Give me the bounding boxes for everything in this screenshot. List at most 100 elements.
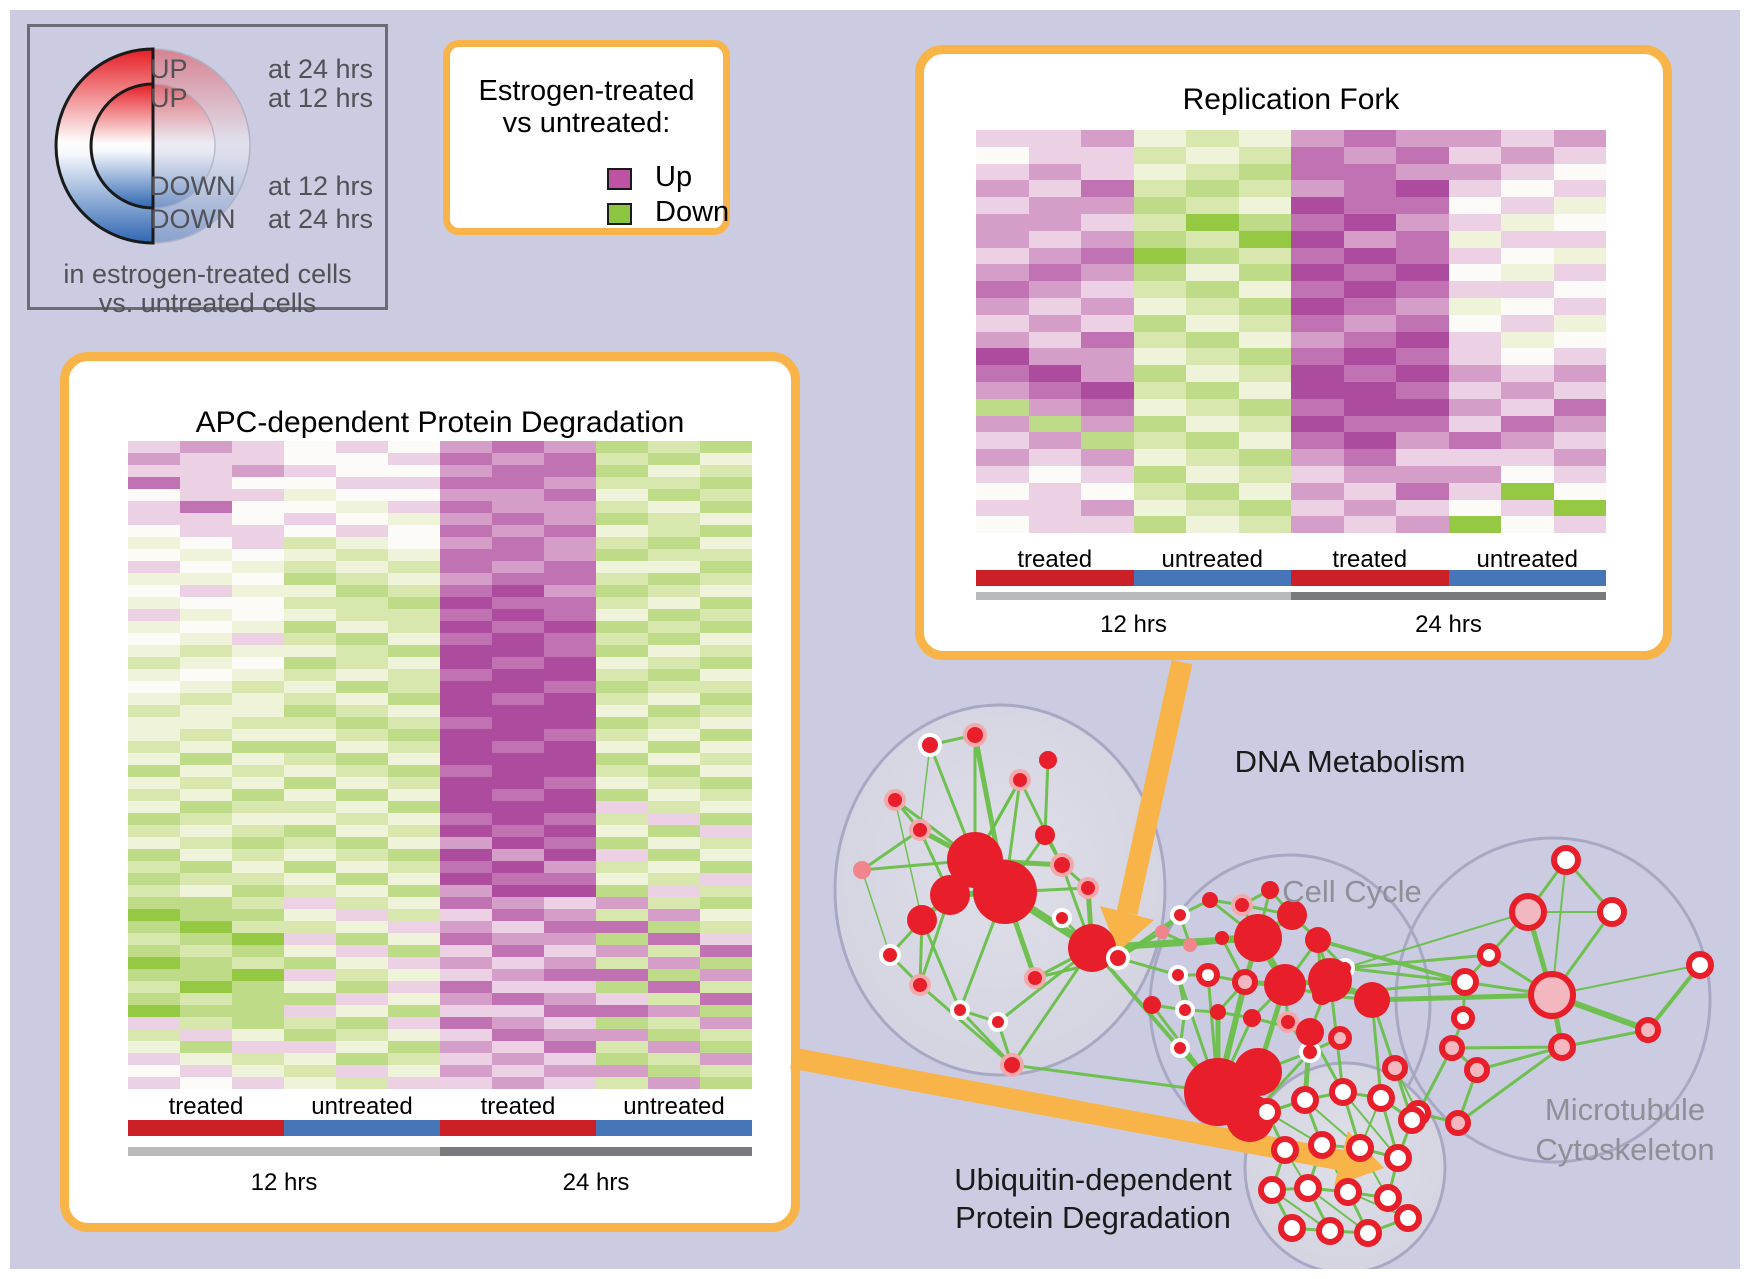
heatmap-row — [976, 247, 1606, 265]
apc-treatment-colorbar — [128, 1120, 752, 1136]
time-label: 24 hrs — [1415, 611, 1482, 638]
gene-set-node — [1170, 905, 1190, 925]
gene-set-node — [1509, 893, 1547, 931]
heatmap-row — [976, 264, 1606, 282]
label-microtubule-1: Microtubule — [1545, 1092, 1705, 1127]
network-edge — [1011, 1063, 1219, 1094]
gene-set-node — [1528, 971, 1576, 1019]
heatmap-row — [976, 331, 1606, 349]
gene-set-node — [1039, 751, 1057, 769]
network-edge — [1371, 992, 1553, 1003]
group-label: untreated — [623, 1093, 725, 1120]
heatmap-row — [128, 1005, 752, 1017]
network-edge — [1476, 1045, 1563, 1072]
gene-set-node — [1346, 1134, 1374, 1162]
legend-word: DOWN — [150, 204, 236, 234]
heatmap-row — [976, 297, 1606, 315]
gene-set-node — [1155, 925, 1169, 939]
gene-set-node — [1451, 1006, 1475, 1030]
gene-set-node — [1354, 1219, 1382, 1247]
treatment-bar-segment — [596, 1120, 752, 1136]
apc-time-labels: 12 hrs 24 hrs — [128, 1169, 752, 1197]
concentric-circle-gradient-icon — [54, 47, 251, 245]
network-edge — [861, 828, 921, 872]
gene-set-node — [1035, 825, 1055, 845]
heatmap-row — [128, 465, 752, 477]
gene-set-node — [1328, 1026, 1352, 1050]
heatmap-row — [128, 1065, 752, 1077]
updown-legend-title-line1: Estrogen-treated — [478, 75, 695, 107]
legend-row-down-12: DOWN at 12 hrs — [30, 171, 385, 201]
heatmap-row — [128, 885, 752, 897]
gene-set-node — [1271, 1136, 1299, 1164]
gene-set-node — [1445, 1110, 1471, 1136]
gene-set-node — [1183, 938, 1197, 952]
treatment-bar-segment — [128, 1120, 284, 1136]
group-label: treated — [168, 1093, 244, 1120]
heatmap-row — [128, 777, 752, 789]
group-label: treated — [1332, 546, 1408, 573]
gene-set-node — [1106, 946, 1130, 970]
apc-time-colorbar — [128, 1147, 752, 1156]
network-edge — [919, 983, 1013, 1067]
rf-time-labels: 12 hrs 24 hrs — [976, 611, 1606, 639]
gene-set-node — [963, 723, 987, 747]
gene-set-node — [1024, 967, 1046, 989]
gene-set-node — [1477, 943, 1501, 967]
treatment-bar-segment — [284, 1120, 440, 1136]
time-label: 12 hrs — [1100, 611, 1167, 638]
gene-set-node — [1234, 1048, 1282, 1096]
gene-set-node — [1354, 982, 1390, 1018]
heatmap-row — [976, 281, 1606, 298]
gene-set-node — [884, 789, 906, 811]
gene-set-node — [909, 819, 931, 841]
gene-set-node — [1264, 964, 1306, 1006]
heatmap-row — [128, 537, 752, 549]
gene-set-node — [1367, 1084, 1395, 1112]
gene-set-node — [1215, 931, 1229, 945]
legend-caption-line2: vs. untreated cells — [98, 288, 317, 318]
heatmap-row — [128, 825, 752, 837]
up-label: Up — [655, 161, 693, 193]
heatmap-row — [128, 741, 752, 753]
gene-set-node — [1439, 1035, 1465, 1061]
gene-set-node — [1374, 1184, 1402, 1212]
gene-set-node — [1597, 897, 1627, 927]
heatmap-row — [128, 765, 752, 777]
network-edge — [1344, 966, 1466, 984]
heatmap-row — [128, 729, 752, 741]
network-edge — [1117, 913, 1181, 960]
network-edge — [861, 869, 891, 956]
gene-set-node — [1398, 1106, 1426, 1134]
heatmap-row — [128, 573, 752, 585]
rf-group-labels: treated untreated treated untreated — [976, 546, 1606, 573]
network-edge — [1043, 759, 1050, 836]
legend-time: at 12 hrs — [267, 83, 373, 113]
gene-set-node — [1277, 1011, 1299, 1033]
heatmap-row — [128, 813, 752, 825]
gene-set-node — [973, 860, 1037, 924]
legend-word: UP — [150, 54, 188, 84]
gene-set-node — [950, 1000, 970, 1020]
time-label: 12 hrs — [250, 1169, 318, 1196]
updown-legend-title-line2: vs untreated: — [502, 107, 671, 139]
legend-row-up-24: UP at 24 hrs — [30, 54, 385, 84]
treatment-bar-segment — [1291, 570, 1449, 586]
gene-set-node — [1253, 1098, 1281, 1126]
apc-panel-title: APC-dependent Protein Degradation — [195, 406, 685, 439]
group-label: untreated — [1161, 546, 1263, 573]
gene-set-node — [930, 875, 970, 915]
apc-degradation-panel: APC-dependent Protein Degradation treate… — [60, 352, 800, 1232]
gene-set-node — [988, 1012, 1008, 1032]
time-bar-segment — [1291, 592, 1606, 600]
network-edge — [920, 919, 962, 1011]
gene-set-node — [1202, 892, 1218, 908]
legend-time: at 24 hrs — [267, 54, 373, 84]
heatmap-row — [128, 477, 752, 489]
network-edge — [1457, 1045, 1563, 1125]
apc-heatmap — [128, 441, 752, 1089]
legend-caption-line1: in estrogen-treated cells — [63, 259, 352, 289]
network-edge — [919, 744, 931, 831]
time-bar-segment — [976, 592, 1291, 600]
treatment-bar-segment — [976, 570, 1134, 586]
